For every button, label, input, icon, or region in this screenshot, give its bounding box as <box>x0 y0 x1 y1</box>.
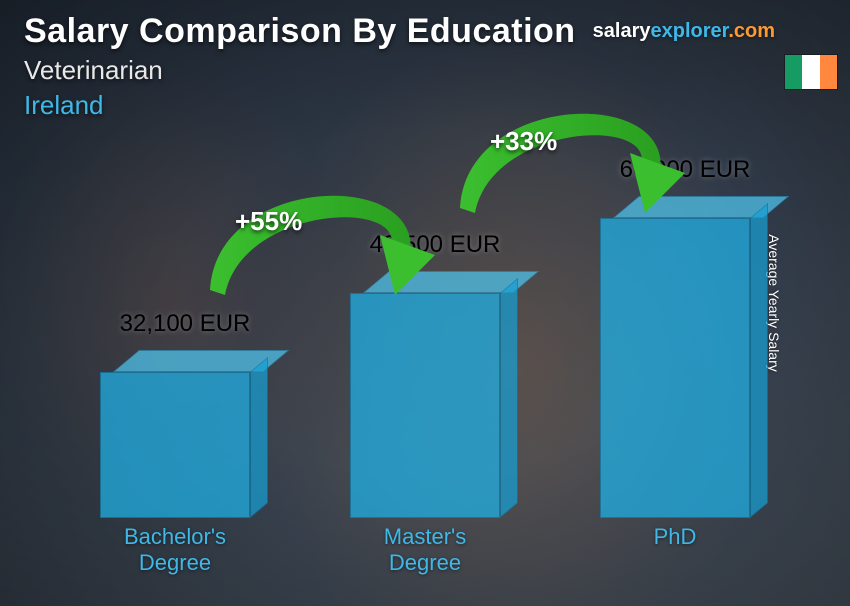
arrow-arc-icon <box>190 160 450 310</box>
chart-subtitle: Veterinarian <box>24 55 826 86</box>
bar-value: 32,100 EUR <box>85 310 285 338</box>
bar-chart: 32,100 EURBachelor'sDegree49,500 EURMast… <box>60 98 790 578</box>
ireland-flag-icon <box>784 54 838 90</box>
flag-stripe-1 <box>785 55 802 89</box>
bar-label: PhD <box>575 524 775 550</box>
bar-label: Master'sDegree <box>325 524 525 577</box>
brand-part3: .com <box>728 20 775 42</box>
bar-side <box>250 357 268 518</box>
bar-side <box>500 278 518 518</box>
increase-percent: +33% <box>490 126 557 157</box>
bar-label: Bachelor'sDegree <box>75 524 275 577</box>
arrow-arc-icon <box>440 78 700 228</box>
brand-logo: salaryexplorer.com <box>593 20 775 43</box>
brand-part2: explorer <box>650 20 728 42</box>
bar-front <box>600 218 750 518</box>
bar-front <box>100 372 250 518</box>
flag-stripe-3 <box>820 55 837 89</box>
bar-side <box>750 203 768 518</box>
bar-front <box>350 293 500 518</box>
brand-part1: salary <box>593 20 651 42</box>
flag-stripe-2 <box>802 55 819 89</box>
increase-percent: +55% <box>235 206 302 237</box>
